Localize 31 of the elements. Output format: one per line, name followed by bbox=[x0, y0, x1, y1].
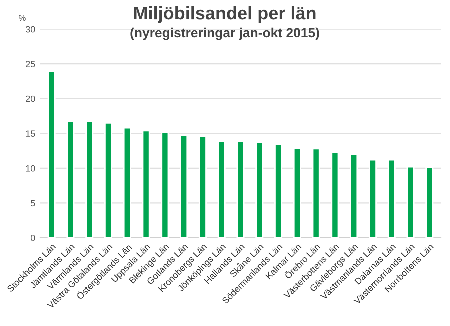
bar bbox=[161, 132, 170, 238]
bar bbox=[123, 127, 132, 238]
chart-title: Miljöbilsandel per län bbox=[134, 6, 316, 24]
bar bbox=[312, 148, 320, 238]
chart-subtitle: (nyregistreringar jan-okt 2015) bbox=[130, 28, 320, 40]
y-axis-title: % bbox=[19, 15, 26, 22]
bar bbox=[274, 144, 283, 238]
bar bbox=[331, 152, 340, 238]
bar bbox=[218, 140, 226, 238]
bar bbox=[86, 121, 94, 238]
bar bbox=[368, 159, 377, 238]
bar bbox=[426, 167, 434, 238]
bar bbox=[142, 130, 150, 238]
bar bbox=[293, 148, 302, 238]
bar bbox=[256, 142, 264, 238]
y-tick-label: 10 bbox=[26, 165, 36, 172]
bar bbox=[104, 122, 113, 238]
bar bbox=[350, 154, 358, 238]
bar bbox=[66, 121, 75, 238]
y-tick-label: 15 bbox=[26, 130, 36, 138]
bar bbox=[48, 71, 56, 238]
y-tick-label: 25 bbox=[26, 61, 36, 68]
bar bbox=[198, 136, 207, 238]
y-tick-label: 5 bbox=[30, 200, 36, 207]
y-tick-label: 20 bbox=[26, 96, 36, 102]
bar bbox=[180, 135, 188, 238]
bar bbox=[406, 166, 415, 238]
bar bbox=[388, 159, 396, 238]
bar bbox=[236, 140, 245, 238]
y-tick-label: 0 bbox=[30, 234, 36, 242]
y-tick-label: 30 bbox=[26, 26, 36, 33]
